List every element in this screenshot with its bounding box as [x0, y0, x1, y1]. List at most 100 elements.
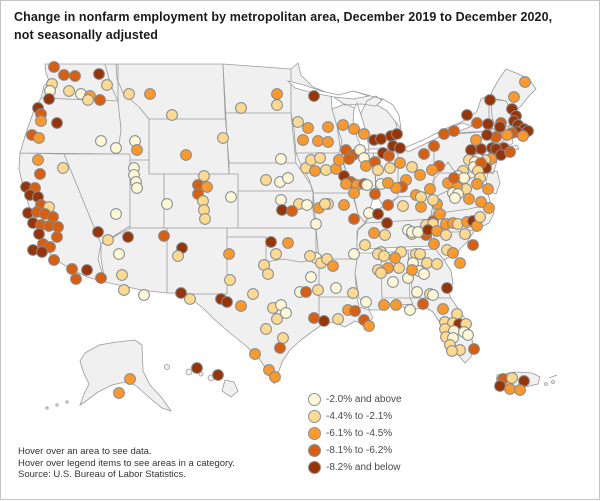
metro-dot[interactable]: [274, 342, 286, 354]
metro-dot[interactable]: [333, 154, 345, 166]
metro-dot[interactable]: [343, 153, 355, 165]
metro-dot[interactable]: [482, 183, 494, 195]
metro-dot[interactable]: [411, 286, 423, 298]
metro-dot[interactable]: [144, 88, 156, 100]
metro-dot[interactable]: [330, 282, 342, 294]
metro-dot[interactable]: [424, 183, 436, 195]
metro-dot[interactable]: [467, 239, 479, 251]
legend-item[interactable]: -8.2% and below: [308, 459, 402, 476]
metro-dot[interactable]: [414, 169, 426, 181]
metro-dot[interactable]: [212, 369, 224, 381]
metro-dot[interactable]: [383, 150, 395, 162]
metro-dot[interactable]: [308, 312, 320, 324]
metro-dot[interactable]: [131, 182, 143, 194]
metro-dot[interactable]: [92, 226, 104, 238]
metro-dot[interactable]: [434, 208, 446, 220]
metro-dot[interactable]: [175, 287, 187, 299]
metro-dot[interactable]: [361, 179, 373, 191]
metro-dot[interactable]: [271, 88, 283, 100]
metro-dot[interactable]: [448, 125, 460, 137]
metro-dot[interactable]: [372, 208, 384, 220]
metro-dot[interactable]: [276, 204, 288, 216]
metro-dot[interactable]: [225, 191, 237, 203]
metro-dot[interactable]: [418, 268, 430, 280]
metro-dot[interactable]: [63, 85, 75, 97]
metro-dot[interactable]: [514, 384, 526, 396]
metro-dot[interactable]: [447, 247, 459, 259]
metro-dot[interactable]: [494, 121, 506, 133]
metro-dot[interactable]: [275, 153, 287, 165]
metro-dot[interactable]: [397, 200, 409, 212]
metro-dot[interactable]: [448, 172, 460, 184]
metro-dot[interactable]: [418, 148, 430, 160]
metro-dot[interactable]: [375, 133, 387, 145]
metro-dot[interactable]: [378, 299, 390, 311]
metro-dot[interactable]: [394, 157, 406, 169]
metro-dot[interactable]: [427, 194, 439, 206]
metro-dot[interactable]: [372, 164, 384, 176]
metro-dot[interactable]: [302, 122, 314, 134]
metro-dot[interactable]: [382, 177, 394, 189]
metro-dot[interactable]: [314, 152, 326, 164]
metro-dot[interactable]: [394, 142, 406, 154]
metro-dot[interactable]: [282, 237, 294, 249]
metro-dot[interactable]: [481, 129, 493, 141]
metro-dot[interactable]: [474, 211, 486, 223]
metro-dot[interactable]: [391, 128, 403, 140]
metro-dot[interactable]: [458, 172, 470, 184]
metro-dot[interactable]: [431, 258, 443, 270]
metro-dot[interactable]: [338, 199, 350, 211]
metro-dot[interactable]: [417, 298, 429, 310]
metro-dot[interactable]: [421, 257, 433, 269]
metro-dot[interactable]: [347, 287, 359, 299]
metro-dot[interactable]: [438, 128, 450, 140]
metro-dot[interactable]: [312, 284, 324, 296]
metro-dot[interactable]: [33, 132, 45, 144]
legend-item[interactable]: -6.1% to -4.5%: [308, 425, 402, 442]
metro-dot[interactable]: [161, 198, 173, 210]
metro-dot[interactable]: [427, 289, 439, 301]
metro-dot[interactable]: [440, 229, 452, 241]
metro-dot[interactable]: [348, 123, 360, 135]
metro-dot[interactable]: [48, 61, 60, 73]
legend-item[interactable]: -2.0% and above: [308, 391, 402, 408]
metro-dot[interactable]: [201, 181, 213, 193]
metro-dot[interactable]: [504, 383, 516, 395]
metro-dot[interactable]: [277, 332, 289, 344]
metro-dot[interactable]: [459, 228, 471, 240]
metro-dot[interactable]: [166, 109, 178, 121]
metro-dot[interactable]: [292, 116, 304, 128]
metro-dot[interactable]: [66, 263, 78, 275]
metro-dot[interactable]: [384, 162, 396, 174]
metro-dot[interactable]: [349, 305, 361, 317]
metro-dot[interactable]: [305, 271, 317, 283]
legend-item[interactable]: -4.4% to -2.1%: [308, 408, 402, 425]
metro-dot[interactable]: [124, 373, 136, 385]
metro-dot[interactable]: [471, 117, 483, 129]
metro-dot[interactable]: [58, 69, 70, 81]
metro-dot[interactable]: [35, 115, 47, 127]
metro-dot[interactable]: [389, 252, 401, 264]
metro-dot[interactable]: [406, 264, 418, 276]
metro-dot[interactable]: [519, 76, 531, 88]
metro-dot[interactable]: [34, 168, 46, 180]
metro-dot[interactable]: [375, 267, 387, 279]
metro-dot[interactable]: [217, 132, 229, 144]
metro-dot[interactable]: [118, 284, 130, 296]
metro-dot[interactable]: [426, 164, 438, 176]
metro-dot[interactable]: [269, 371, 281, 383]
metro-dot[interactable]: [138, 289, 150, 301]
metro-dot[interactable]: [483, 202, 495, 214]
metro-dot[interactable]: [235, 102, 247, 114]
metro-dot[interactable]: [393, 262, 405, 274]
metro-dot[interactable]: [415, 201, 427, 213]
metro-dot[interactable]: [471, 178, 483, 190]
metro-dot[interactable]: [406, 161, 418, 173]
metro-dot[interactable]: [482, 118, 494, 130]
metro-dot[interactable]: [462, 329, 474, 341]
metro-dot[interactable]: [221, 296, 233, 308]
metro-dot[interactable]: [123, 88, 135, 100]
metro-dot[interactable]: [368, 227, 380, 239]
metro-dot[interactable]: [223, 248, 235, 260]
metro-dot[interactable]: [51, 117, 63, 129]
